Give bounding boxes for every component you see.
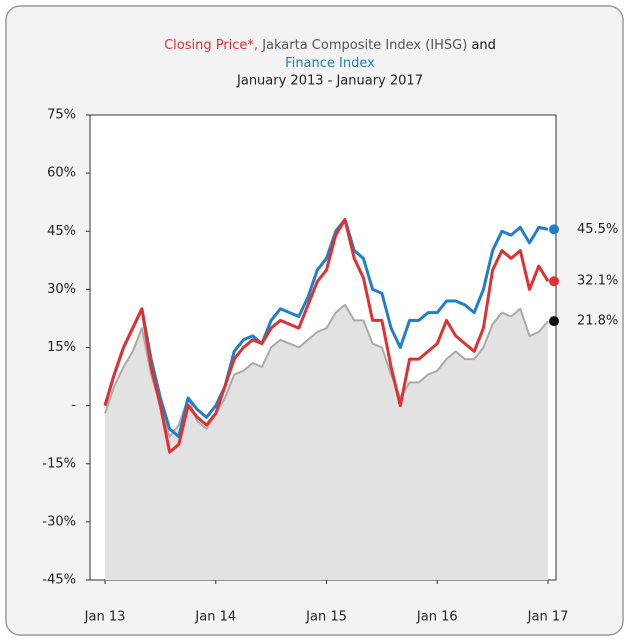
y-tick-label: -30% bbox=[42, 514, 76, 529]
y-tick-label: 45% bbox=[47, 224, 76, 239]
end-label: 45.5% bbox=[577, 222, 618, 237]
y-tick-label: 75% bbox=[47, 108, 76, 123]
series-line bbox=[103, 218, 549, 439]
y-tick-label: - bbox=[71, 398, 76, 413]
y-tick-label: 15% bbox=[47, 340, 76, 355]
title-part: and bbox=[471, 38, 495, 53]
y-tick-label: -45% bbox=[42, 573, 76, 588]
chart-title: Finance Index bbox=[285, 56, 375, 71]
end-dot bbox=[549, 276, 559, 287]
chart-title: Closing Price*, Jakarta Composite Index … bbox=[164, 38, 496, 53]
x-tick-label: Jan 14 bbox=[194, 610, 236, 625]
end-dot bbox=[549, 316, 559, 327]
title-part: Closing Price*, bbox=[164, 38, 258, 53]
end-dot bbox=[549, 224, 559, 235]
series-line bbox=[103, 218, 550, 454]
y-tick-label: 60% bbox=[47, 166, 76, 181]
end-label: 32.1% bbox=[577, 274, 618, 289]
series-line bbox=[104, 303, 549, 438]
title-part: Finance Index bbox=[285, 56, 375, 71]
end-label: 21.8% bbox=[577, 314, 618, 329]
y-tick-label: -15% bbox=[42, 456, 76, 471]
x-tick-label: Jan 13 bbox=[84, 610, 126, 625]
x-tick-label: Jan 16 bbox=[416, 610, 458, 625]
y-tick-label: 30% bbox=[47, 282, 76, 297]
x-tick-label: Jan 15 bbox=[305, 610, 347, 625]
x-tick-label: Jan 17 bbox=[527, 610, 569, 625]
chart-subtitle: January 2013 - January 2017 bbox=[236, 74, 423, 89]
series-area bbox=[105, 304, 548, 580]
title-part: Jakarta Composite Index (IHSG) bbox=[261, 38, 467, 53]
